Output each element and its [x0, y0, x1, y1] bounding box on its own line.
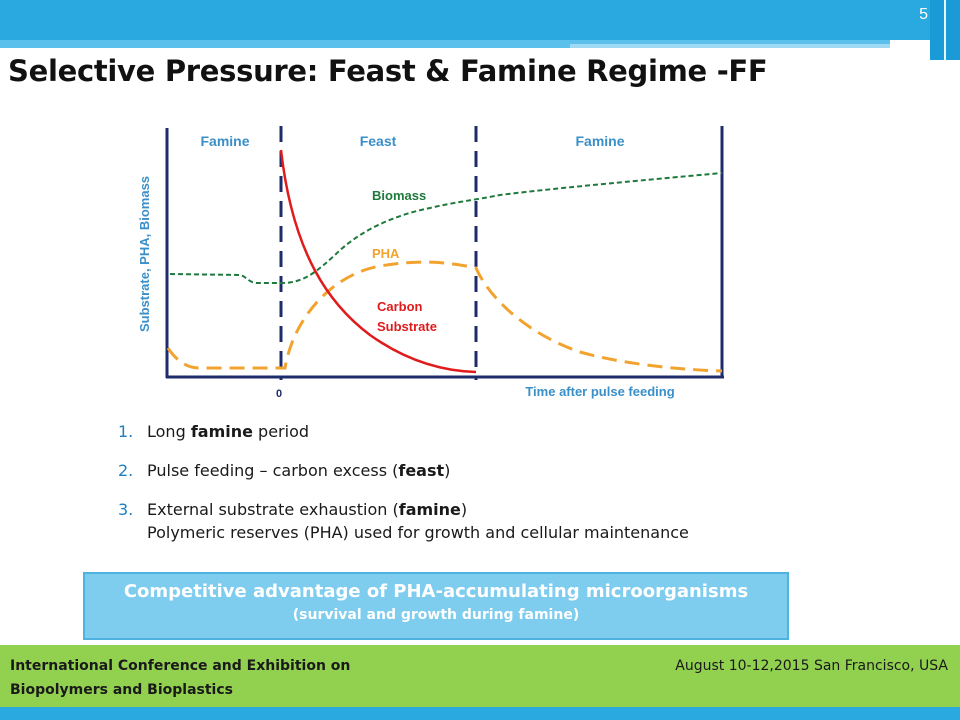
list-item: 1. Long famine period: [118, 420, 689, 443]
y-axis-label: Substrate, PHA, Biomass: [137, 176, 152, 332]
list-text: ): [444, 461, 451, 480]
corner-accent-line: [944, 0, 946, 60]
conclusion-callout: Competitive advantage of PHA-accumulatin…: [83, 572, 789, 640]
callout-main-text: Competitive advantage of PHA-accumulatin…: [123, 581, 749, 602]
list-item: 3. External substrate exhaustion (famine…: [118, 498, 689, 544]
biomass-label: Biomass: [372, 188, 426, 203]
list-text: External substrate exhaustion (: [147, 500, 399, 519]
list-emphasis: feast: [398, 461, 445, 480]
key-points-list: 1. Long famine period 2. Pulse feeding –…: [118, 420, 689, 560]
top-stripe-accent: [570, 44, 890, 48]
slide-number: 5: [919, 6, 928, 23]
footer-bottom-stripe: [0, 707, 960, 720]
carbon-label-line2: Substrate: [377, 319, 437, 334]
list-text: Long: [147, 422, 191, 441]
list-number: 3.: [118, 500, 134, 519]
x-origin-label: 0: [276, 388, 282, 400]
phase-label-famine-1: Famine: [200, 133, 249, 149]
footer-conference-line1: International Conference and Exhibition …: [10, 658, 351, 674]
x-axis-label: Time after pulse feeding: [525, 384, 674, 399]
footer-conference-line2: Biopolymers and Bioplastics: [10, 682, 233, 698]
page-title: Selective Pressure: Feast & Famine Regim…: [8, 54, 768, 88]
footer-bar: [0, 645, 960, 707]
phase-label-famine-2: Famine: [575, 133, 624, 149]
footer-conference-name: International Conference and Exhibition …: [10, 654, 350, 702]
phase-label-feast: Feast: [360, 133, 397, 149]
pha-label: PHA: [372, 246, 400, 261]
footer-date-location: August 10-12,2015 San Francisco, USA: [675, 658, 948, 674]
list-number: 1.: [118, 422, 134, 441]
biomass-curve: [169, 172, 723, 284]
list-number: 2.: [118, 461, 134, 480]
top-banner: [0, 0, 960, 40]
top-stripe: [0, 40, 890, 48]
carbon-label-line1: Carbon: [377, 299, 423, 314]
pha-curve: [166, 260, 723, 373]
list-text: ): [460, 500, 468, 519]
feast-famine-diagram: Famine Feast Famine Biomass PHA Carbon S…: [137, 126, 724, 400]
callout-sub-text: (survival and growth during famine): [292, 607, 580, 623]
list-emphasis: famine: [190, 422, 253, 441]
list-item: 2. Pulse feeding – carbon excess (feast): [118, 459, 689, 482]
list-emphasis: famine: [398, 500, 461, 519]
list-text: Pulse feeding – carbon excess (: [147, 461, 399, 480]
list-text: period: [252, 422, 310, 441]
list-subtext: Polymeric reserves (PHA) used for growth…: [147, 523, 689, 542]
carbon-substrate-curve: [279, 149, 477, 374]
